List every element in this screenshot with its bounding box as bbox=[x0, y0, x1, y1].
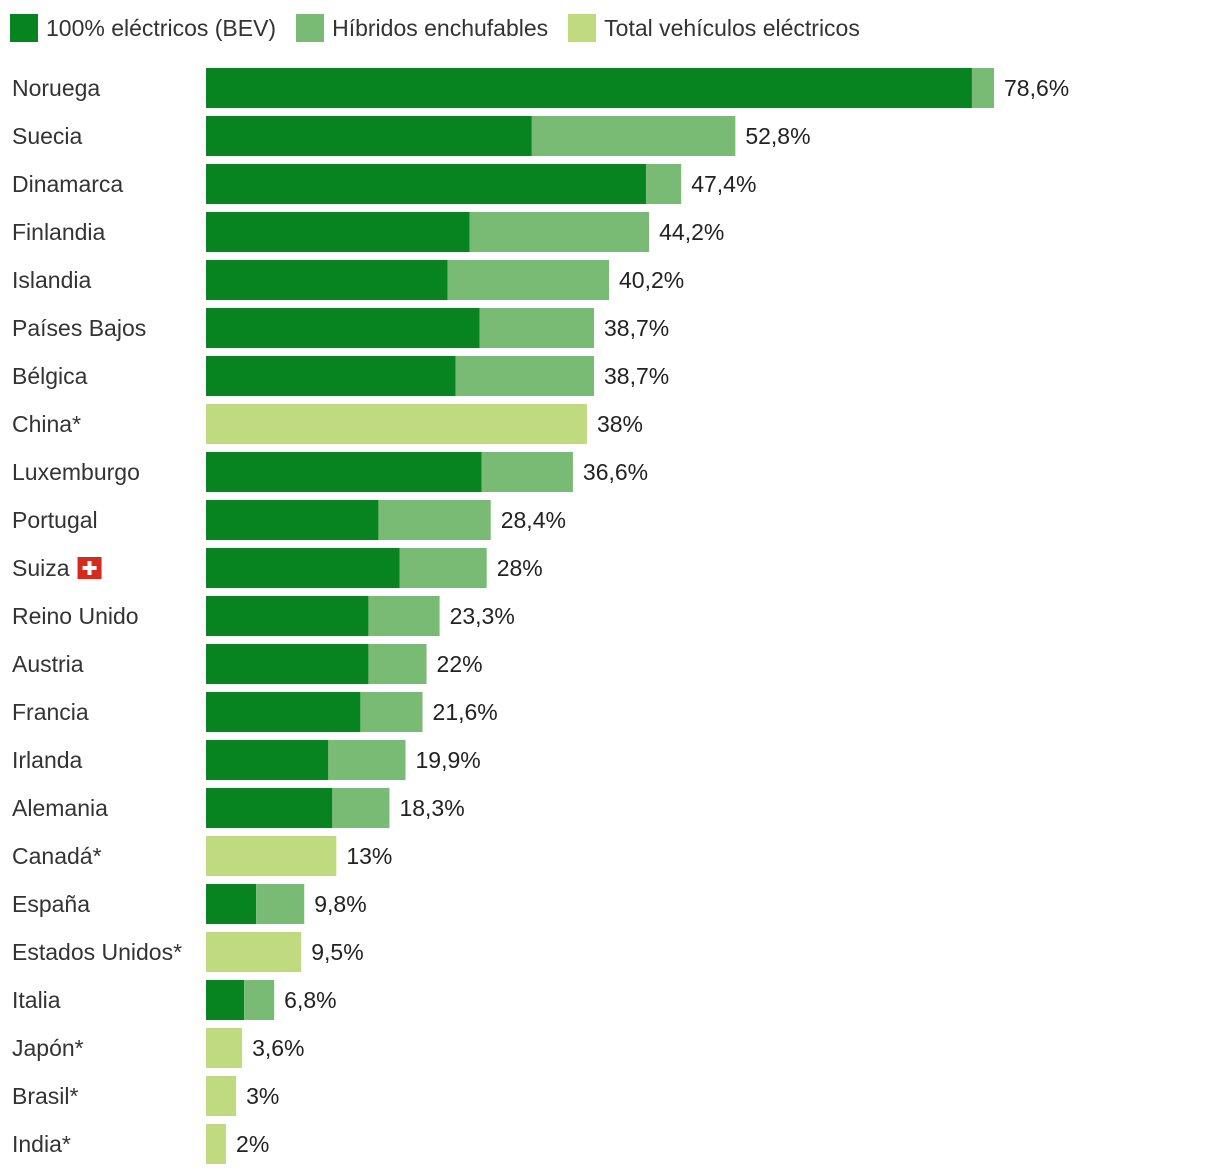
legend-item-bev: 100% eléctricos (BEV) bbox=[10, 14, 276, 42]
value-label: 6,8% bbox=[284, 987, 336, 1013]
bar-bev bbox=[206, 356, 456, 396]
bar-total bbox=[206, 404, 587, 444]
legend-label-bev: 100% eléctricos (BEV) bbox=[46, 14, 277, 41]
chart-legend: 100% eléctricos (BEV) Híbridos enchufabl… bbox=[10, 13, 880, 43]
bar-bev bbox=[206, 452, 482, 492]
bar-phev bbox=[531, 116, 736, 156]
row-label: Francia bbox=[12, 699, 89, 725]
row-label: Reino Unido bbox=[12, 603, 139, 629]
bar-bev bbox=[206, 692, 361, 732]
value-label: 38% bbox=[597, 411, 643, 437]
bar-phev bbox=[368, 596, 440, 636]
bar-total bbox=[206, 836, 337, 876]
row-label: Noruega bbox=[12, 75, 100, 101]
value-label: 44,2% bbox=[659, 219, 724, 245]
legend-item-total: Total vehículos eléctricos bbox=[568, 14, 860, 42]
value-label: 23,3% bbox=[450, 603, 515, 629]
bar-bev bbox=[206, 644, 369, 684]
value-label: 28,4% bbox=[501, 507, 566, 533]
value-label: 3,6% bbox=[252, 1035, 304, 1061]
row-label: Portugal bbox=[12, 507, 98, 533]
bar-phev bbox=[399, 548, 487, 588]
bar-phev bbox=[646, 164, 682, 204]
bar-phev bbox=[447, 260, 610, 300]
bar-bev bbox=[206, 212, 470, 252]
row-label: Luxemburgo bbox=[12, 459, 140, 485]
bar-total bbox=[206, 1076, 237, 1116]
value-label: 3% bbox=[246, 1083, 279, 1109]
bar-phev bbox=[481, 452, 573, 492]
bar-phev bbox=[256, 884, 305, 924]
bar-total bbox=[206, 1124, 227, 1164]
value-label: 21,6% bbox=[433, 699, 498, 725]
row-label: Dinamarca bbox=[12, 171, 123, 197]
legend-item-phev: Híbridos enchufables bbox=[296, 14, 548, 42]
legend-swatch-phev bbox=[296, 14, 325, 42]
bar-phev bbox=[971, 68, 994, 108]
bar-bev bbox=[206, 500, 379, 540]
swiss-flag-cross-horizontal bbox=[82, 566, 97, 570]
row-label: Austria bbox=[12, 651, 84, 677]
bar-phev bbox=[368, 644, 427, 684]
value-label: 38,7% bbox=[604, 363, 669, 389]
bar-bev bbox=[206, 788, 333, 828]
value-label: 9,8% bbox=[314, 891, 366, 917]
value-label: 40,2% bbox=[619, 267, 684, 293]
value-label: 36,6% bbox=[583, 459, 648, 485]
bar-bev bbox=[206, 164, 647, 204]
row-label: Suiza bbox=[12, 555, 70, 581]
bar-bev bbox=[206, 548, 400, 588]
row-label: Irlanda bbox=[12, 747, 83, 773]
bar-bev bbox=[206, 884, 257, 924]
row-label: España bbox=[12, 891, 90, 917]
bar-bev bbox=[206, 740, 329, 780]
legend-swatch-total bbox=[568, 14, 597, 42]
row-label: Alemania bbox=[12, 795, 108, 821]
legend-label-total: Total vehículos eléctricos bbox=[604, 14, 860, 41]
bar-phev bbox=[332, 788, 390, 828]
row-label: Bélgica bbox=[12, 363, 88, 389]
bar-total bbox=[206, 1028, 243, 1068]
bar-phev bbox=[455, 356, 594, 396]
legend-swatch-bev bbox=[10, 14, 38, 42]
bar-phev bbox=[469, 212, 650, 252]
value-label: 52,8% bbox=[745, 123, 810, 149]
bar-bev bbox=[206, 308, 480, 348]
value-label: 18,3% bbox=[399, 795, 464, 821]
row-label: Islandia bbox=[12, 267, 91, 293]
row-label: Brasil* bbox=[12, 1083, 79, 1109]
value-label: 13% bbox=[346, 843, 392, 869]
value-label: 22% bbox=[437, 651, 483, 677]
bar-bev bbox=[206, 596, 369, 636]
bar-phev bbox=[244, 980, 275, 1020]
bar-phev bbox=[328, 740, 406, 780]
row-label: Finlandia bbox=[12, 219, 106, 245]
row-label: China* bbox=[12, 411, 81, 437]
bar-bev bbox=[206, 68, 972, 108]
bar-bev bbox=[206, 260, 448, 300]
legend-label-phev: Híbridos enchufables bbox=[332, 14, 549, 41]
bar-phev bbox=[479, 308, 594, 348]
row-label: Estados Unidos* bbox=[12, 939, 182, 965]
row-label: Italia bbox=[12, 987, 61, 1013]
value-label: 28% bbox=[497, 555, 543, 581]
bar-phev bbox=[378, 500, 491, 540]
row-label: Suecia bbox=[12, 123, 83, 149]
bar-phev bbox=[360, 692, 423, 732]
value-label: 47,4% bbox=[691, 171, 756, 197]
value-label: 2% bbox=[236, 1131, 269, 1157]
value-label: 9,5% bbox=[311, 939, 363, 965]
row-label: Países Bajos bbox=[12, 315, 146, 341]
row-label: Canadá* bbox=[12, 843, 102, 869]
row-label: Japón* bbox=[12, 1035, 84, 1061]
bar-bev bbox=[206, 980, 245, 1020]
value-label: 78,6% bbox=[1004, 75, 1069, 101]
row-label: India* bbox=[12, 1131, 71, 1157]
bar-bev bbox=[206, 116, 532, 156]
value-label: 38,7% bbox=[604, 315, 669, 341]
bar-total bbox=[206, 932, 302, 972]
value-label: 19,9% bbox=[416, 747, 481, 773]
